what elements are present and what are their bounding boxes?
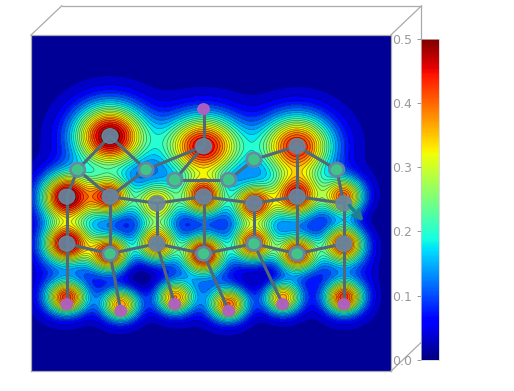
- Circle shape: [246, 152, 262, 167]
- Circle shape: [249, 155, 259, 164]
- Circle shape: [198, 104, 209, 115]
- Circle shape: [70, 162, 85, 177]
- Circle shape: [170, 175, 180, 185]
- Circle shape: [336, 236, 352, 251]
- Circle shape: [336, 196, 352, 211]
- Circle shape: [167, 172, 182, 187]
- Circle shape: [332, 165, 342, 174]
- Circle shape: [149, 236, 164, 251]
- Circle shape: [198, 249, 209, 258]
- Circle shape: [196, 139, 211, 154]
- Circle shape: [196, 189, 211, 204]
- Circle shape: [289, 139, 305, 154]
- Circle shape: [59, 236, 75, 251]
- Circle shape: [289, 189, 305, 204]
- Circle shape: [329, 162, 344, 177]
- Circle shape: [246, 196, 262, 211]
- Circle shape: [102, 246, 118, 261]
- Circle shape: [277, 299, 288, 310]
- Circle shape: [102, 129, 118, 143]
- Circle shape: [141, 165, 151, 174]
- Circle shape: [221, 172, 236, 187]
- Circle shape: [249, 239, 259, 248]
- Circle shape: [105, 249, 115, 258]
- Circle shape: [102, 189, 118, 204]
- Circle shape: [115, 305, 126, 316]
- Circle shape: [169, 299, 180, 310]
- Circle shape: [289, 246, 305, 261]
- Circle shape: [246, 236, 262, 251]
- Circle shape: [223, 305, 234, 316]
- Circle shape: [292, 249, 302, 258]
- Circle shape: [59, 189, 75, 204]
- Circle shape: [61, 299, 72, 310]
- Circle shape: [138, 162, 154, 177]
- Circle shape: [338, 299, 350, 310]
- Circle shape: [224, 175, 234, 185]
- Circle shape: [196, 246, 211, 261]
- Circle shape: [149, 196, 164, 211]
- Circle shape: [72, 165, 83, 174]
